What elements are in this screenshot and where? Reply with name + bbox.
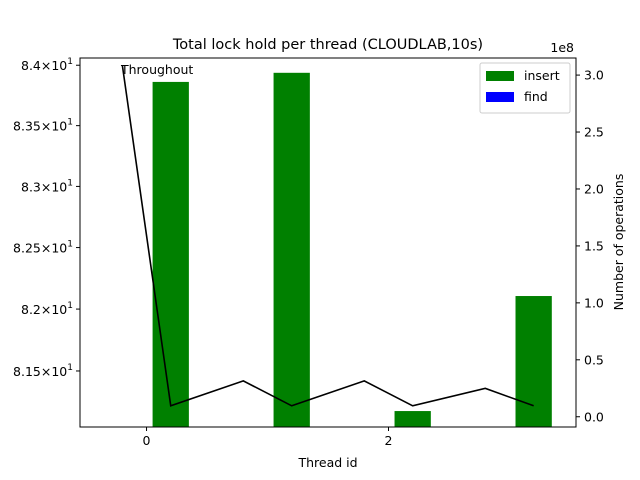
bar-insert-thread-1: [273, 72, 310, 428]
bars-layer: [152, 72, 552, 428]
left-tick-label-8.2: 8.2×101: [21, 301, 73, 317]
right-tick-label-0.5: 0.5: [584, 352, 604, 367]
right-tick-label-1.5: 1.5: [584, 238, 604, 253]
right-axis-label: Number of operations: [611, 174, 626, 311]
legend-swatch-insert: [486, 71, 514, 81]
plot-frame: [79, 57, 577, 428]
legend: insert find: [479, 62, 571, 114]
bar-insert-thread-0: [152, 81, 189, 428]
line-layer: [121, 65, 534, 407]
left-axis: 8.15×101 8.2×101 8.25×101 8.3×101 8.35×101 8.…: [13, 57, 80, 379]
left-tick-label-8.15: 8.15×101: [13, 363, 73, 379]
right-axis: 0.0 0.5 1.0 1.5 2.0 2.5 3.0: [576, 68, 604, 424]
right-axis-offset-text: 1e8: [550, 40, 574, 55]
x-tick-label-2: 2: [385, 433, 393, 448]
right-tick-label-2.5: 2.5: [584, 125, 604, 140]
legend-label-find: find: [524, 89, 548, 104]
right-tick-label-0.0: 0.0: [584, 409, 604, 424]
legend-label-insert: insert: [524, 68, 560, 83]
chart-title: Total lock hold per thread (CLOUDLAB,10s…: [172, 37, 483, 53]
legend-swatch-find: [486, 92, 514, 102]
line-label: Throughout: [120, 62, 193, 77]
left-tick-label-8.3: 8.3×101: [21, 178, 73, 194]
throughput-line: [121, 65, 534, 407]
left-tick-label-8.4: 8.4×101: [21, 57, 73, 73]
x-axis-label: Thread id: [297, 455, 357, 470]
left-tick-label-8.25: 8.25×101: [13, 240, 73, 256]
right-tick-label-1.0: 1.0: [584, 295, 604, 310]
right-tick-label-2.0: 2.0: [584, 181, 604, 196]
bar-insert-thread-2: [394, 411, 431, 427]
x-tick-label-0: 0: [143, 433, 151, 448]
left-tick-label-8.35: 8.35×101: [13, 118, 73, 134]
right-tick-label-3.0: 3.0: [584, 68, 604, 83]
bar-insert-thread-3: [515, 296, 552, 427]
